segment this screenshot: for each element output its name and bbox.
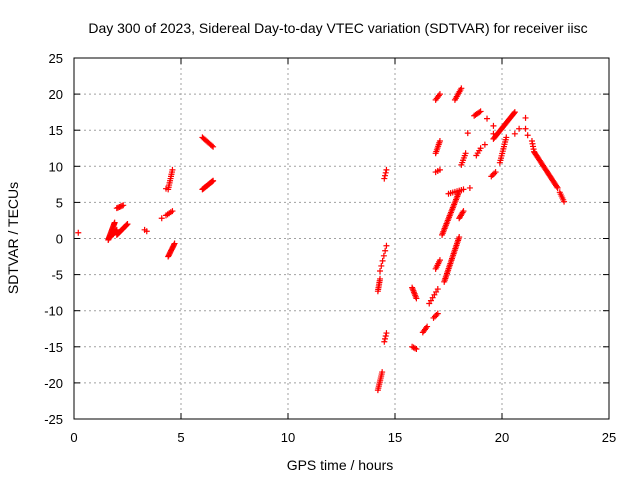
data-point	[378, 262, 385, 269]
data-point	[158, 215, 165, 222]
data-point	[460, 186, 467, 193]
data-point	[382, 169, 389, 176]
data-point	[377, 275, 384, 282]
data-point	[466, 184, 473, 191]
data-point	[503, 134, 510, 141]
data-point	[436, 257, 443, 264]
data-point	[511, 109, 518, 116]
data-point	[490, 130, 497, 137]
data-point	[490, 122, 497, 129]
data-point	[210, 143, 217, 150]
data-point	[169, 166, 176, 173]
x-tick-label: 20	[495, 430, 509, 445]
data-point	[511, 130, 518, 137]
data-point	[208, 142, 215, 149]
data-point	[434, 286, 441, 293]
data-point	[522, 125, 529, 132]
data-point	[554, 184, 561, 191]
data-point	[124, 221, 131, 228]
data-point	[379, 369, 386, 376]
data-point	[381, 175, 388, 182]
data-point	[382, 332, 389, 339]
data-point	[120, 202, 127, 209]
data-point	[462, 150, 469, 157]
data-point	[516, 125, 523, 132]
data-point	[380, 252, 387, 259]
data-point	[436, 91, 443, 98]
data-point	[210, 177, 217, 184]
data-point	[484, 115, 491, 122]
data-point	[477, 108, 484, 115]
data-point	[169, 208, 176, 215]
x-tick-label: 25	[602, 430, 616, 445]
data-point	[381, 338, 388, 345]
x-tick-label: 5	[177, 430, 184, 445]
data-point	[553, 183, 560, 190]
data-point	[510, 110, 517, 117]
y-tick-label: -20	[44, 376, 63, 391]
data-point	[383, 166, 390, 173]
data-point	[477, 145, 484, 152]
data-point	[458, 85, 465, 92]
y-tick-label: -25	[44, 412, 63, 427]
data-points	[75, 85, 568, 394]
data-point	[424, 323, 431, 330]
data-point	[524, 132, 531, 139]
data-point	[383, 330, 390, 337]
data-point	[171, 240, 178, 247]
x-tick-label: 10	[281, 430, 295, 445]
x-tick-label: 15	[388, 430, 402, 445]
data-point	[413, 295, 420, 302]
data-point	[379, 257, 386, 264]
data-point	[111, 219, 118, 226]
data-point	[382, 172, 389, 179]
data-point	[383, 242, 390, 249]
x-tick-label: 0	[70, 430, 77, 445]
data-point	[436, 166, 443, 173]
data-point	[143, 228, 150, 235]
data-point	[436, 138, 443, 145]
y-tick-label: 10	[49, 159, 63, 174]
y-tick-label: 0	[56, 232, 63, 247]
y-tick-label: -10	[44, 304, 63, 319]
data-point	[492, 169, 499, 176]
chart-title: Day 300 of 2023, Sidereal Day-to-day VTE…	[88, 20, 587, 36]
data-point	[476, 109, 483, 116]
data-point	[561, 198, 568, 205]
data-point	[464, 130, 471, 137]
data-point	[382, 247, 389, 254]
x-axis-label: GPS time / hours	[287, 457, 394, 473]
y-tick-label: 5	[56, 195, 63, 210]
data-point	[434, 310, 441, 317]
data-point	[522, 114, 529, 121]
data-point	[456, 234, 463, 241]
y-tick-label: 25	[49, 51, 63, 66]
y-tick-label: -15	[44, 340, 63, 355]
data-point	[75, 229, 82, 236]
data-point	[460, 208, 467, 215]
data-point	[413, 345, 420, 352]
data-point	[123, 221, 130, 228]
axis-ticks: 0 5 10 15 20 25 25 20 15 10 5 0 -5 -10 -15 -20 -25	[44, 51, 616, 445]
y-axis-label: SDTVAR / TECUs	[5, 182, 21, 294]
data-point	[382, 335, 389, 342]
y-tick-label: 15	[49, 123, 63, 138]
y-tick-label: -5	[51, 268, 63, 283]
data-point	[481, 141, 488, 148]
y-tick-label: 20	[49, 87, 63, 102]
grid-lines	[74, 58, 609, 419]
data-point	[377, 267, 384, 274]
